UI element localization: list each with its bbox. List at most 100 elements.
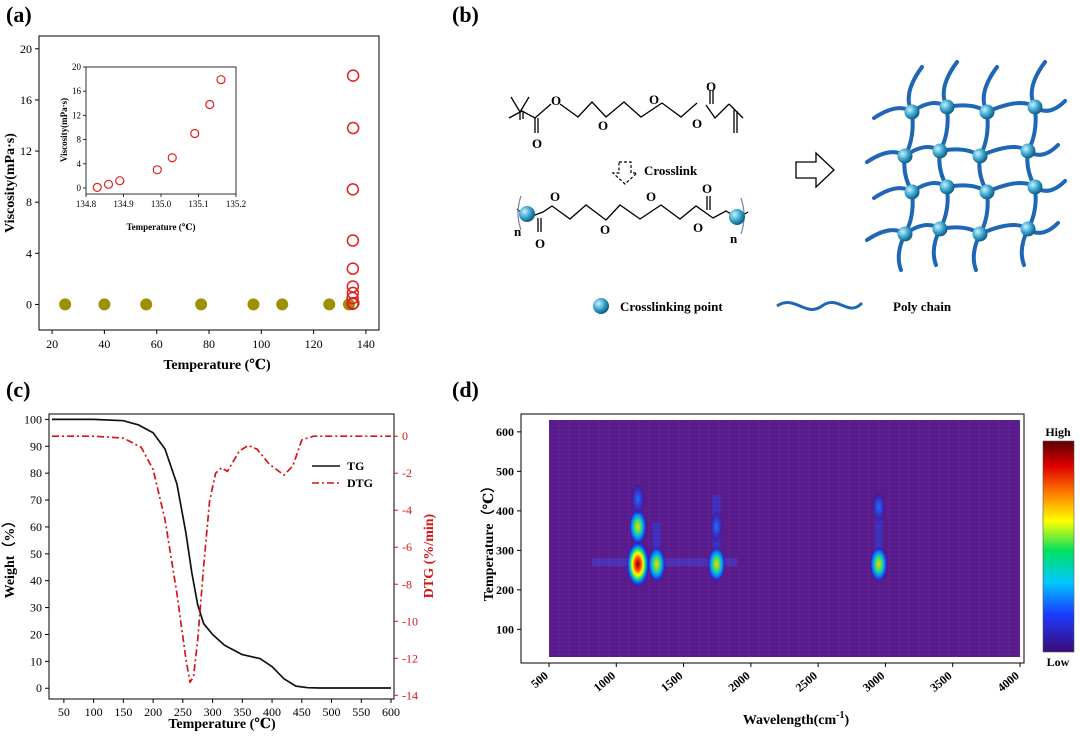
data-point xyxy=(247,298,260,311)
crosslink-point-icon xyxy=(972,226,988,242)
crosslink-label: Crosslink xyxy=(644,163,698,178)
heatmap-background xyxy=(549,420,1020,657)
crosslink-point-icon xyxy=(1020,143,1036,159)
crosslink-point-icon xyxy=(932,221,948,237)
x-tick-label: 4000 xyxy=(995,669,1022,695)
x-tick-label: 140 xyxy=(357,337,375,351)
data-point xyxy=(205,99,215,110)
y-tick-label: 40 xyxy=(30,574,42,588)
heatmap-hotspot xyxy=(630,483,645,515)
heatmap-hotspot xyxy=(628,508,647,545)
y2-tick-label: -14 xyxy=(402,688,418,702)
heatmap-hotspot xyxy=(871,490,886,523)
y-tick-label: 500 xyxy=(496,464,514,478)
atom-label: O xyxy=(706,79,716,94)
y-tick-label: 200 xyxy=(496,583,514,597)
x-tick-label: 40 xyxy=(98,337,110,351)
atom-label: O xyxy=(692,116,702,131)
x-tick-label: 100 xyxy=(252,337,270,351)
data-point xyxy=(103,179,114,189)
right-arrow-icon xyxy=(795,151,835,189)
x-tick-label: 600 xyxy=(382,705,400,719)
x-tick-label: 1500 xyxy=(658,669,685,695)
crosslink-point-icon xyxy=(897,226,913,242)
y-tick-label: 300 xyxy=(496,543,514,557)
atom-label: O xyxy=(646,189,656,204)
inset-x-axis-title: Temperature (℃) xyxy=(126,222,195,232)
inset-y-tick-label: 12 xyxy=(72,110,81,120)
data-point xyxy=(167,153,177,163)
crosslink-point-icon xyxy=(972,148,988,164)
data-point xyxy=(346,69,360,82)
crosslink-point-icon xyxy=(1027,179,1043,195)
y-axis-title: Viscosity(mPa·s) xyxy=(3,133,18,233)
data-point xyxy=(216,75,226,85)
crosslink-point-icon xyxy=(939,99,955,115)
y-tick-label: 0 xyxy=(36,681,42,695)
x-tick-label: 400 xyxy=(263,705,281,719)
y2-tick-label: -2 xyxy=(402,466,412,480)
inset-x-tick-label: 135.0 xyxy=(151,199,172,209)
y2-tick-label: -8 xyxy=(402,577,412,591)
panel-label-c: (c) xyxy=(6,377,30,402)
data-point xyxy=(346,121,360,135)
x-tick-label: 500 xyxy=(528,669,551,691)
inset-x-tick-label: 134.8 xyxy=(76,199,97,209)
x-tick-label: 550 xyxy=(352,705,370,719)
heatmap-streak xyxy=(874,499,883,575)
x-tick-label: 2500 xyxy=(793,669,820,695)
data-point xyxy=(59,298,72,311)
series-tg-line xyxy=(52,418,391,689)
y2-tick-label: -10 xyxy=(402,614,418,628)
crosslink-arrow xyxy=(611,161,639,185)
y-tick-label: 80 xyxy=(30,466,42,480)
colorbar-high-label: High xyxy=(1045,425,1071,439)
legend-dtg: DTG xyxy=(347,476,373,490)
panel-label-d: (d) xyxy=(452,377,479,402)
y-tick-label: 400 xyxy=(496,504,514,518)
heatmap-hotspot xyxy=(709,510,724,543)
repeat-label: n xyxy=(730,231,738,246)
y-tick-label: 4 xyxy=(26,246,32,260)
plot-frame xyxy=(520,413,1025,664)
crosslink-point-icon xyxy=(1020,221,1036,237)
crosslink-point-icon xyxy=(904,184,920,200)
y2-tick-label: 0 xyxy=(402,429,408,443)
x-tick-label: 3500 xyxy=(927,669,954,695)
panel-label-a: (a) xyxy=(6,2,32,27)
chart-a-inset: 134.8 134.9 135.0 135.1 135.2 0 4 8 12 16 20 Tempe… xyxy=(59,62,246,232)
data-point xyxy=(92,182,102,192)
y-axis-title: Weight（%） xyxy=(2,514,18,599)
y2-tick-label: -6 xyxy=(402,540,412,554)
legend-poly-chain: Poly chain xyxy=(893,299,952,314)
inset-y-tick-label: 0 xyxy=(77,183,82,193)
panel-label-b: (b) xyxy=(452,2,479,27)
atom-label: O xyxy=(702,181,712,196)
data-point xyxy=(346,183,360,196)
polymer-network xyxy=(865,60,1067,272)
x-tick-label: 450 xyxy=(293,705,311,719)
atom-label: O xyxy=(551,93,561,108)
crosslink-point-icon xyxy=(979,184,995,200)
chart-d: 500 1000 1500 2000 2500 3000 3500 4000 100 200 300… xyxy=(481,413,1075,728)
data-point xyxy=(347,296,360,310)
x-tick-label: 150 xyxy=(114,705,132,719)
y-tick-label: 0 xyxy=(26,297,32,311)
data-point xyxy=(346,262,360,275)
inset-frame xyxy=(85,66,237,195)
inset-y-axis-title: Viscosity(mPa·s) xyxy=(59,98,69,162)
x-tick-label: 500 xyxy=(323,705,341,719)
x-tick-label: 200 xyxy=(144,705,162,719)
data-point xyxy=(190,128,200,139)
repeat-label: n xyxy=(514,224,522,239)
inset-x-tick-label: 135.1 xyxy=(188,199,208,209)
data-point xyxy=(115,176,125,186)
x-tick-label: 250 xyxy=(174,705,192,719)
legend: TG DTG xyxy=(312,459,373,490)
y-tick-label: 70 xyxy=(30,493,42,507)
legend-tg: TG xyxy=(347,459,364,473)
x-tick-label: 60 xyxy=(151,337,163,351)
crosslink-point-icon xyxy=(904,104,920,120)
x-tick-label: 50 xyxy=(58,705,70,719)
